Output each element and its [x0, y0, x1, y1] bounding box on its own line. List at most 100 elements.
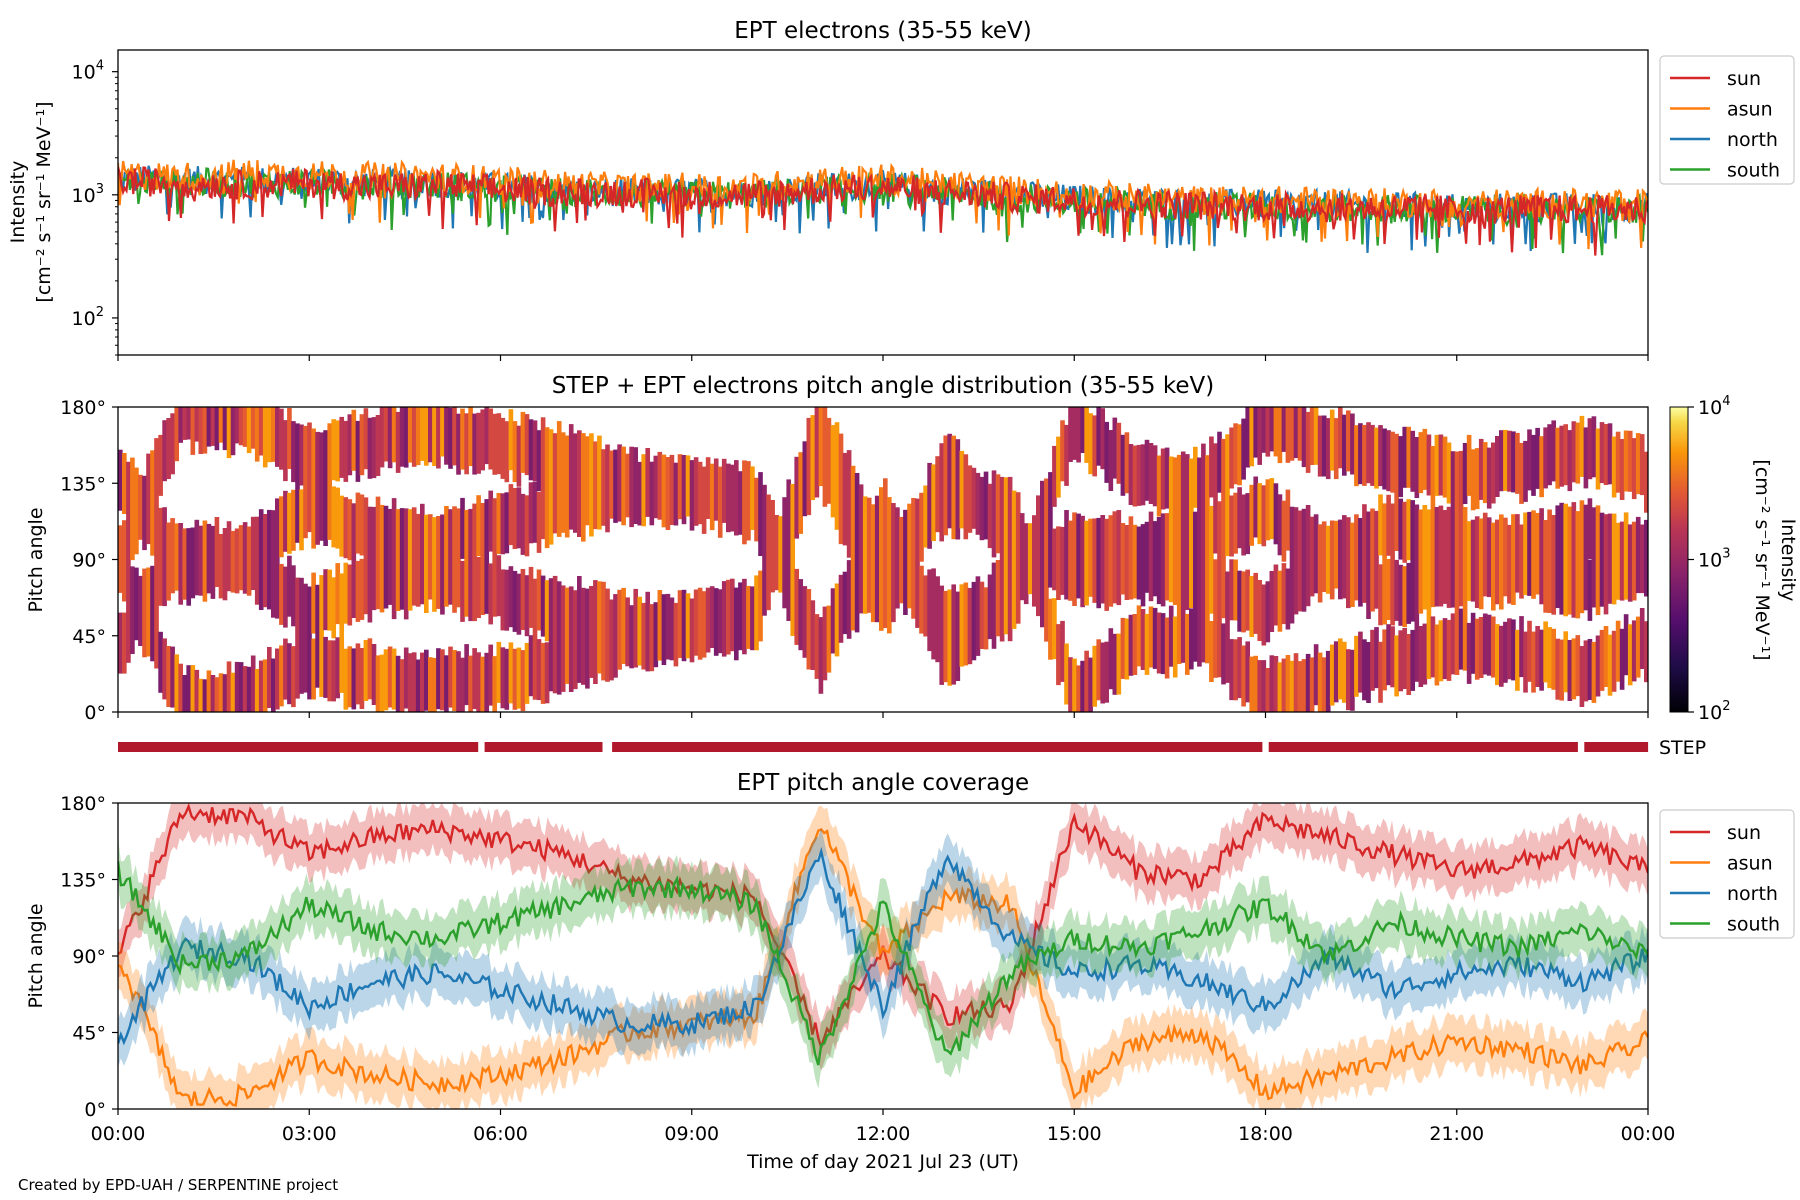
heatmap-cell — [1410, 629, 1416, 691]
heatmap-cell — [335, 420, 341, 482]
heatmap-cell — [657, 451, 663, 520]
heatmap-cell — [661, 594, 667, 665]
heatmap-cell — [1269, 571, 1275, 632]
heatmap-cell — [150, 450, 155, 556]
heatmap-cell — [915, 498, 920, 628]
heatmap-cell — [1430, 446, 1436, 608]
heatmap-cell — [468, 407, 473, 467]
heatmap-cell — [162, 420, 167, 482]
heatmap-cell — [279, 645, 284, 707]
heatmap-cell — [508, 409, 514, 471]
heatmap-cell — [532, 481, 538, 543]
heatmap-cell — [355, 420, 361, 482]
heatmap-cell — [1273, 407, 1279, 457]
heatmap-cell — [500, 569, 506, 631]
heatmap-cell — [1092, 415, 1098, 477]
heatmap-cell — [218, 673, 224, 712]
heatmap-cell — [577, 576, 582, 683]
heatmap-cell — [1362, 504, 1367, 603]
heatmap-cell — [210, 675, 216, 712]
heatmap-cell — [1237, 637, 1242, 699]
heatmap-cell — [1265, 479, 1271, 541]
heatmap-cell — [343, 648, 349, 710]
heatmap-cell — [943, 435, 949, 536]
heatmap-cell — [1096, 639, 1102, 701]
heatmap-cell — [194, 407, 200, 442]
heatmap-cell — [146, 453, 151, 545]
heatmap-cell — [1567, 640, 1573, 701]
heatmap-cell — [351, 648, 357, 710]
heatmap-cell — [1370, 629, 1375, 691]
heatmap-cell — [448, 509, 453, 605]
heatmap-cell — [387, 508, 393, 605]
heatmap-cell — [238, 662, 244, 712]
heatmap-cell — [1555, 427, 1561, 489]
heatmap-cell — [1313, 407, 1319, 465]
heatmap-cell — [468, 655, 473, 712]
heatmap-cell — [218, 534, 224, 599]
heatmap-cell — [1362, 639, 1367, 701]
xtick-label: 09:00 — [664, 1123, 719, 1145]
heatmap-cell — [1595, 428, 1601, 490]
heatmap-cell — [709, 463, 715, 531]
heatmap-cell — [524, 642, 530, 704]
heatmap-cell — [1354, 425, 1359, 487]
heatmap-cell — [307, 422, 312, 533]
heatmap-cell — [1217, 431, 1222, 493]
heatmap-cell — [287, 492, 292, 554]
heatmap-cell — [1511, 431, 1516, 493]
heatmap-cell — [262, 407, 268, 468]
heatmap-cell — [1446, 442, 1452, 504]
heatmap-cell — [166, 522, 171, 601]
heatmap-cell — [1297, 661, 1303, 712]
heatmap-cell — [371, 644, 377, 705]
heatmap-cell — [500, 417, 506, 479]
heatmap-cell — [1060, 620, 1065, 682]
heatmap-cell — [1350, 522, 1355, 607]
heatmap-cell — [1446, 506, 1452, 608]
heatmap-cell — [1128, 444, 1134, 505]
panel2-title: STEP + EPT electrons pitch angle distrib… — [552, 373, 1214, 399]
heatmap-cell — [1277, 494, 1283, 556]
heatmap-cell — [1257, 660, 1263, 712]
heatmap-cell — [1523, 440, 1528, 502]
heatmap-cell — [210, 525, 216, 599]
heatmap-cell — [1112, 633, 1118, 695]
panel2-y-ticks: 0° 45° 90° 135° 180° — [60, 397, 118, 724]
heatmap-cell — [1370, 508, 1375, 612]
ytick-label: 0° — [84, 702, 106, 724]
heatmap-cell — [331, 640, 337, 702]
heatmap-cell — [468, 508, 473, 622]
heatmap-cell — [1265, 407, 1271, 457]
heatmap-cell — [1309, 516, 1315, 597]
heatmap-cell — [923, 485, 928, 548]
heatmap-cell — [484, 652, 490, 712]
heatmap-cell — [359, 558, 365, 620]
heatmap-cell — [1309, 407, 1315, 465]
heatmap-cell — [717, 589, 723, 654]
heatmap-cell — [1639, 608, 1645, 669]
heatmap-cell — [1269, 407, 1275, 452]
heatmap-cell — [1519, 442, 1524, 504]
heatmap-cell — [597, 435, 602, 530]
heatmap-cell — [524, 575, 530, 637]
heatmap-cell — [508, 566, 514, 628]
heatmap-cell — [822, 606, 828, 681]
heatmap-cell — [202, 407, 208, 454]
heatmap-cell — [721, 458, 727, 523]
heatmap-cell — [1607, 634, 1613, 696]
heatmap-cell — [178, 407, 184, 443]
heatmap-cell — [1333, 520, 1339, 589]
heatmap-cell — [488, 490, 494, 552]
heatmap-cell — [589, 433, 594, 537]
heatmap-cell — [206, 407, 212, 447]
heatmap-cell — [746, 461, 751, 541]
heatmap-cell — [262, 514, 268, 608]
heatmap-cell — [1386, 494, 1391, 556]
heatmap-cell — [291, 489, 296, 551]
heatmap-cell — [1112, 511, 1118, 604]
colorbar-tick-label: 102 — [1698, 699, 1730, 724]
heatmap-cell — [343, 562, 349, 624]
heatmap-cell — [339, 495, 345, 557]
heatmap-cell — [283, 490, 288, 552]
